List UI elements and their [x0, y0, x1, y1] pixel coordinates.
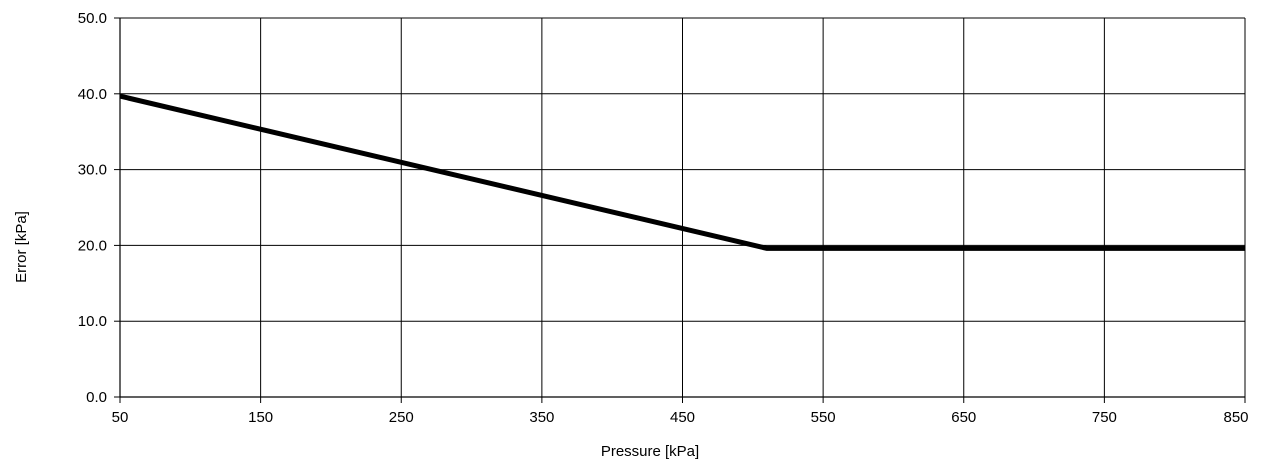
x-tick-label: 450 [670, 409, 695, 426]
x-tick-label: 250 [389, 409, 414, 426]
x-axis-title: Pressure [kPa] [601, 443, 699, 460]
x-tick-label: 150 [248, 409, 273, 426]
axes [114, 17, 1246, 403]
y-axis-title: Error [kPa] [13, 211, 30, 283]
y-tick-label: 10.0 [78, 313, 107, 330]
x-tick-label: 350 [529, 409, 554, 426]
grid [119, 17, 1246, 398]
y-tick-label: 40.0 [78, 86, 107, 103]
y-tick-label: 50.0 [78, 10, 107, 27]
x-tick-label: 850 [1223, 409, 1248, 426]
x-tick-label: 750 [1092, 409, 1117, 426]
tick-labels: 0.0 10.0 20.0 30.0 40.0 50.0 50 150 250 350 450 550… [78, 10, 1249, 426]
x-tick-label: 50 [112, 409, 129, 426]
y-tick-label: 20.0 [78, 237, 107, 254]
y-tick-label: 0.0 [86, 389, 107, 406]
x-tick-label: 650 [951, 409, 976, 426]
series-layer [119, 93, 1245, 251]
x-tick-label: 550 [811, 409, 836, 426]
y-tick-label: 30.0 [78, 162, 107, 179]
series-line [119, 93, 1245, 251]
